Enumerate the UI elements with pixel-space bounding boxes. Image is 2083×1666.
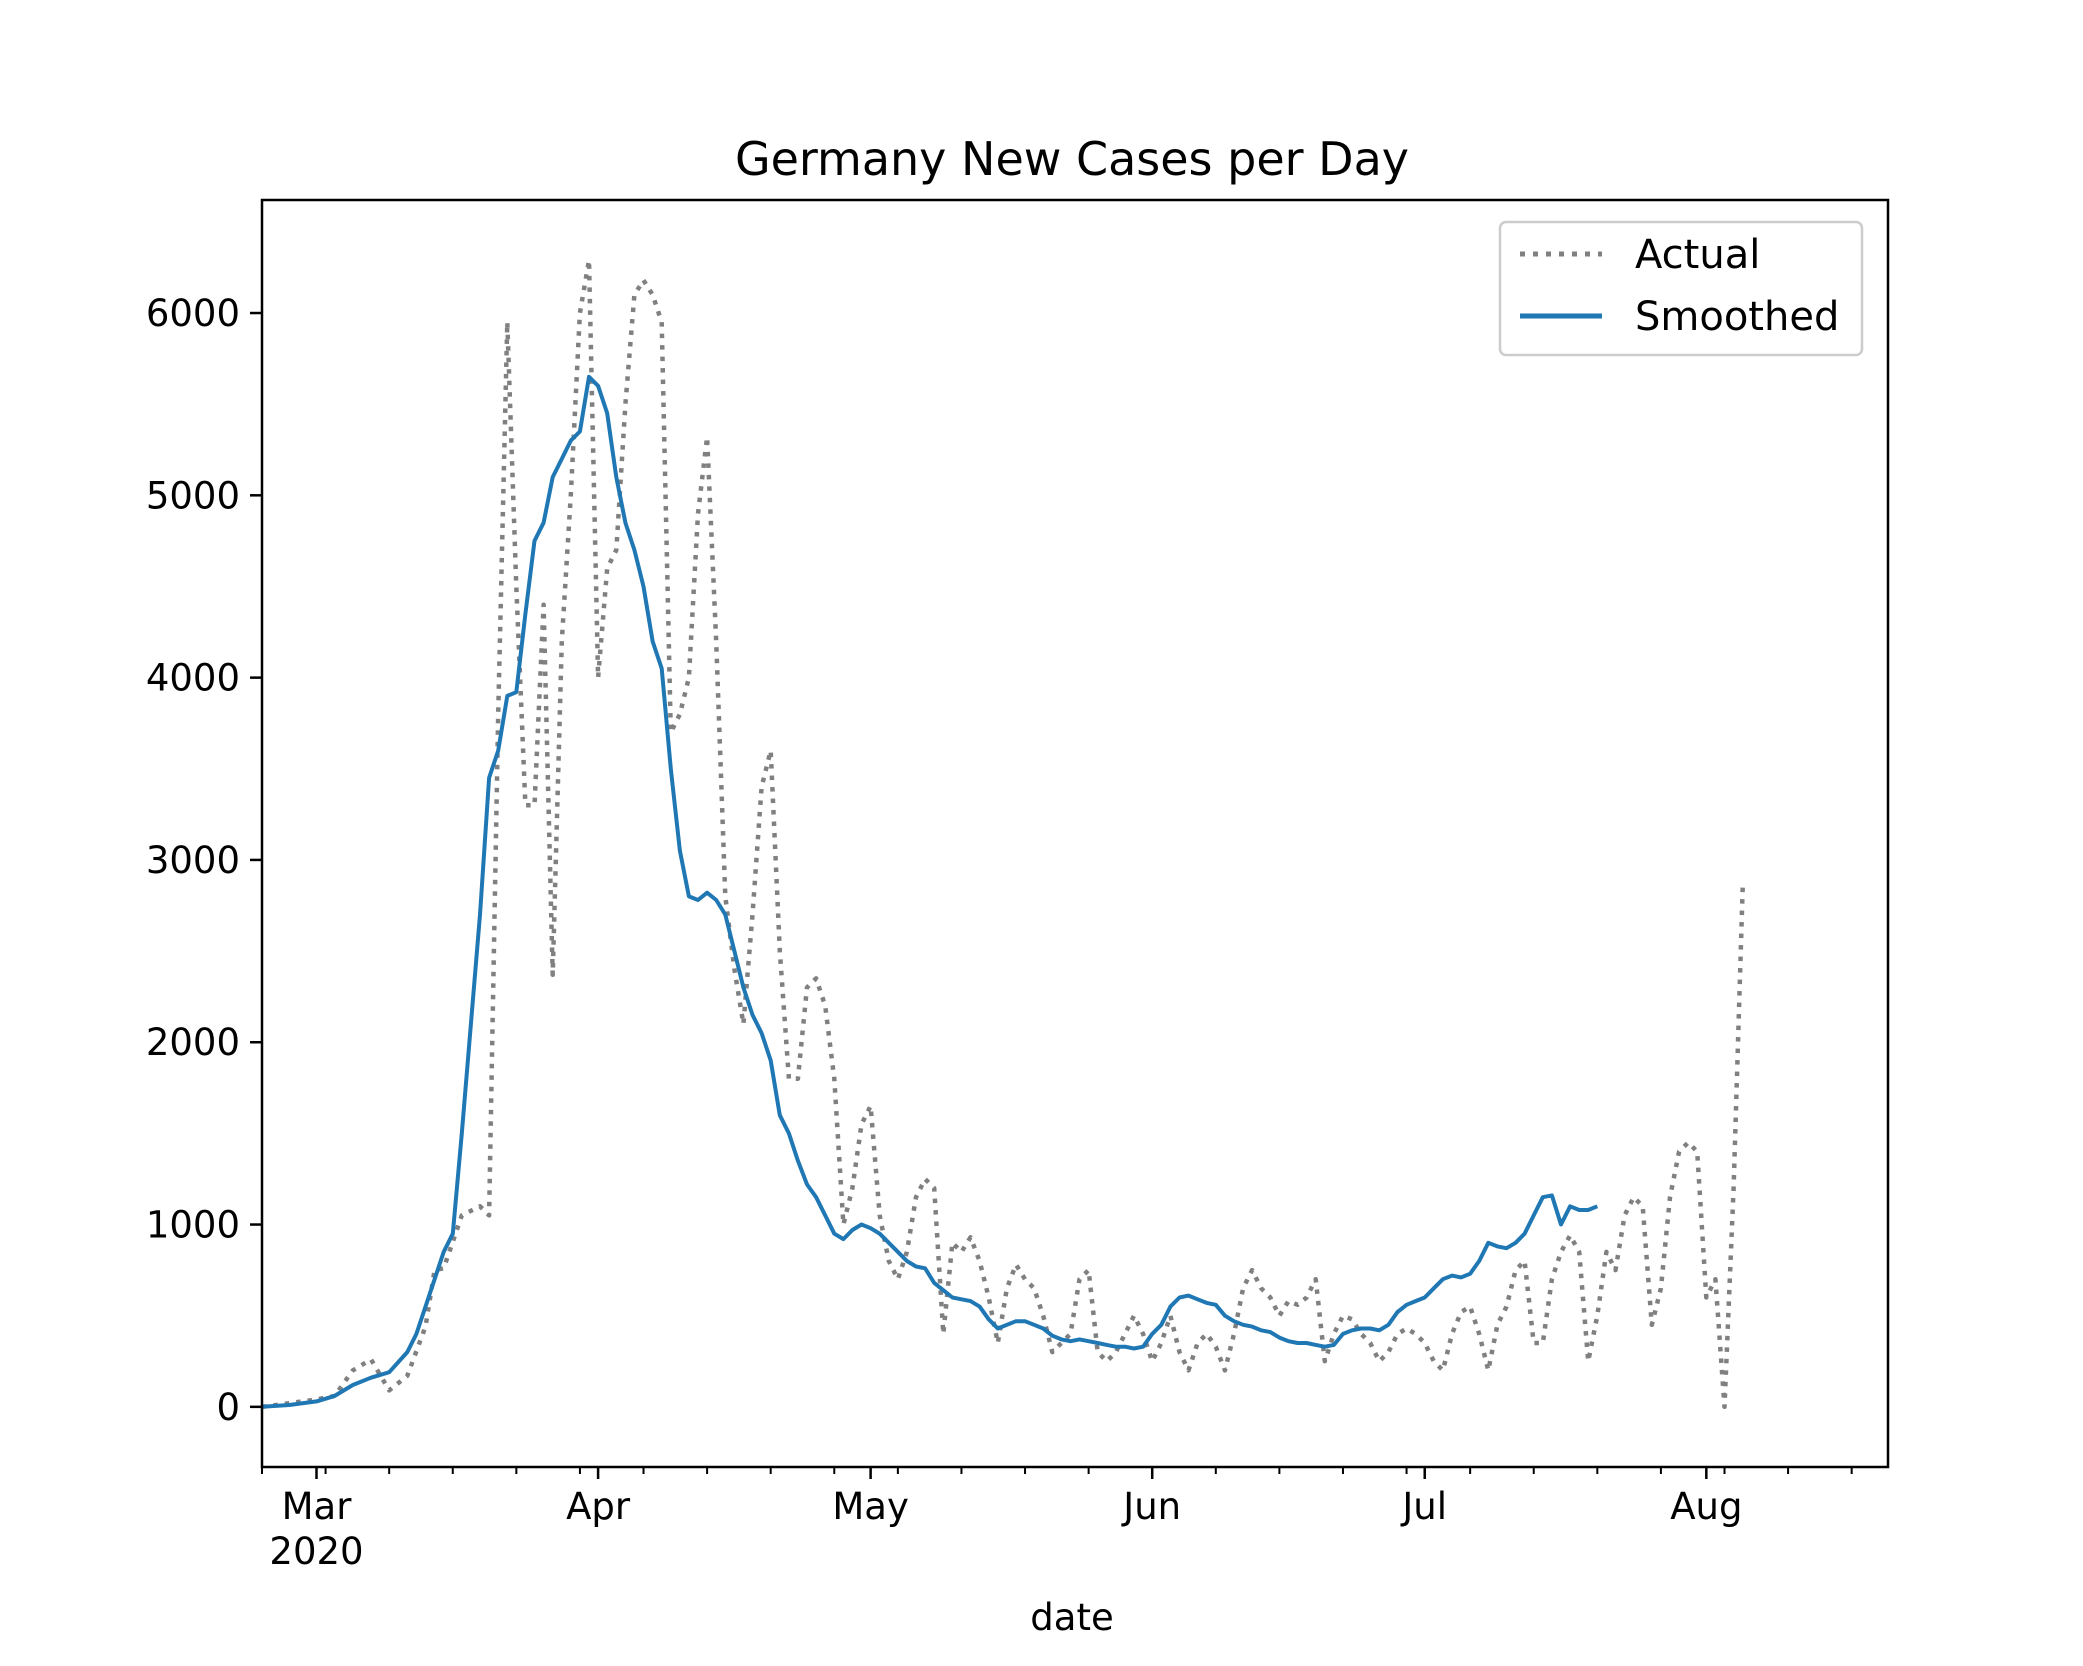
y-tick-label: 3000 bbox=[146, 839, 240, 882]
x-tick-label: Apr bbox=[566, 1485, 631, 1528]
legend: Actual Smoothed bbox=[1498, 220, 1864, 357]
series-line-smoothed bbox=[261, 374, 1599, 1409]
legend-box bbox=[1498, 220, 1864, 357]
x-tick-sublabel: 2020 bbox=[269, 1530, 363, 1573]
series-line-actual bbox=[261, 257, 1745, 1410]
x-tick-label: Aug bbox=[1670, 1485, 1742, 1528]
x-tick-label: May bbox=[832, 1485, 909, 1528]
y-tick-label: 5000 bbox=[146, 474, 240, 517]
x-tick-label: Jun bbox=[1121, 1485, 1181, 1528]
x-axis-label: date bbox=[1030, 1596, 1113, 1639]
y-tick-label: 6000 bbox=[146, 292, 240, 335]
y-axis: 0 1000 2000 3000 4000 5000 6000 bbox=[146, 292, 262, 1429]
x-tick-label: Mar bbox=[282, 1485, 353, 1528]
legend-label-smoothed: Smoothed bbox=[1635, 294, 1839, 340]
chart-title: Germany New Cases per Day bbox=[735, 132, 1409, 186]
plot-area bbox=[261, 257, 1745, 1410]
y-tick-label: 2000 bbox=[146, 1021, 240, 1064]
y-tick-label: 4000 bbox=[146, 657, 240, 700]
y-tick-label: 1000 bbox=[146, 1204, 240, 1247]
x-tick-label: Jul bbox=[1400, 1485, 1447, 1528]
y-tick-label: 0 bbox=[216, 1386, 240, 1429]
plot-frame bbox=[260, 198, 1890, 1469]
legend-label-actual: Actual bbox=[1635, 232, 1760, 278]
